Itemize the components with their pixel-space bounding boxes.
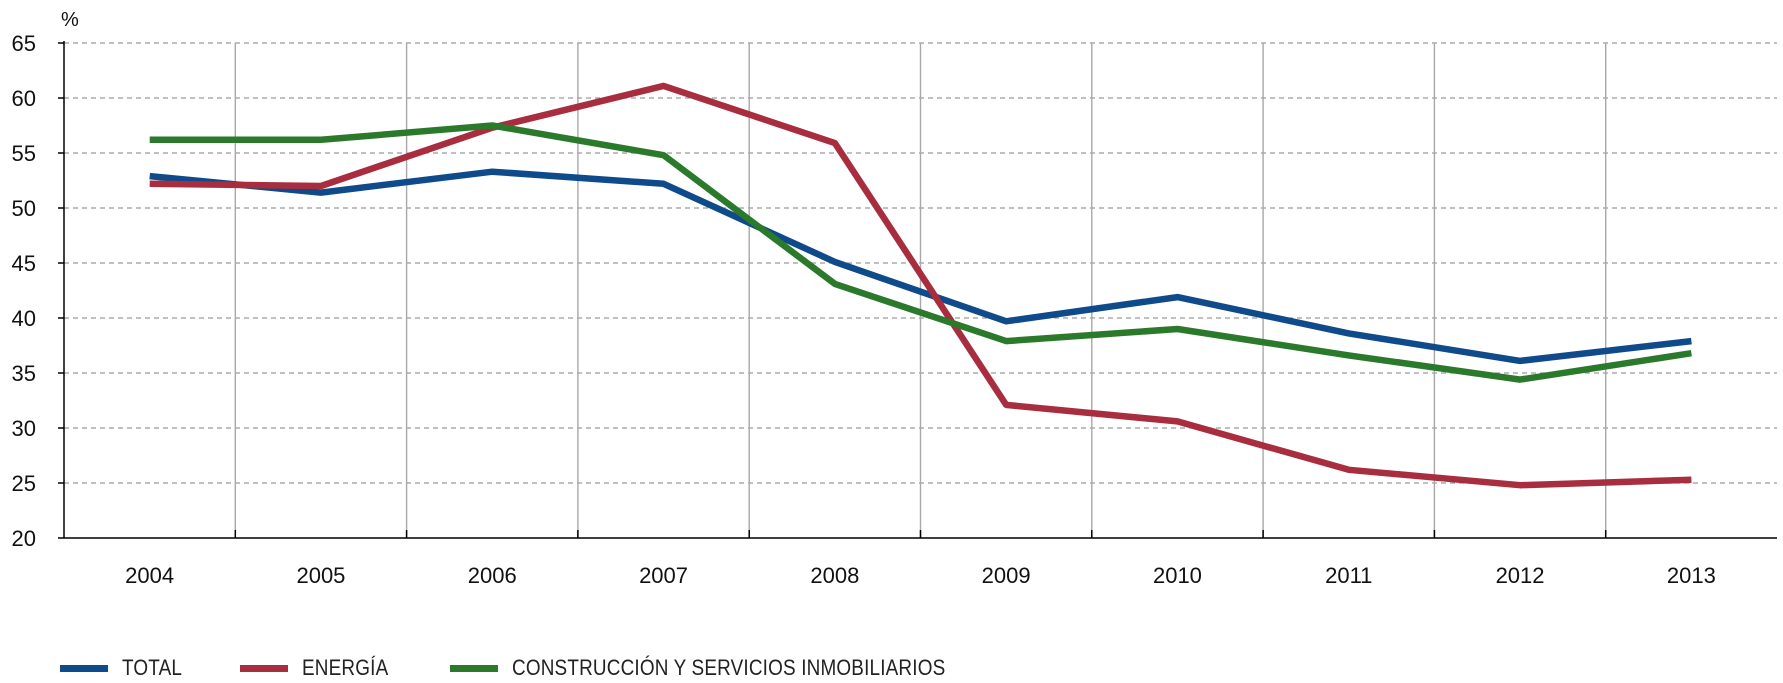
legend-item: CONSTRUCCIÓN Y SERVICIOS INMOBILIARIOS [450, 655, 1016, 681]
y-tick-label: 55 [12, 141, 36, 166]
series-line-0 [149, 168, 1692, 365]
legend-item: TOTAL [60, 655, 192, 681]
series-line-2 [149, 122, 1692, 383]
legend-item: ENERGÍA [239, 655, 402, 681]
legend: TOTAL ENERGÍA CONSTRUCCIÓN Y SERVICIOS INM… [60, 655, 1064, 681]
x-tick-label: 2009 [982, 563, 1031, 588]
x-tick-label: 2013 [1667, 563, 1716, 588]
y-tick-label: 25 [12, 471, 36, 496]
y-unit-label: % [61, 9, 79, 31]
legend-swatch [450, 664, 499, 672]
legend-swatch [60, 664, 108, 672]
series-line-1 [149, 82, 1692, 489]
y-tick-label: 35 [12, 361, 36, 386]
x-tick-label: 2006 [468, 563, 517, 588]
y-tick-label: 20 [12, 526, 36, 551]
y-tick-label: 45 [12, 251, 36, 276]
x-tick-label: 2012 [1496, 563, 1545, 588]
x-tick-label: 2010 [1153, 563, 1202, 588]
series-lines [149, 82, 1692, 489]
x-tick-label: 2011 [1325, 563, 1372, 588]
x-tick-label: 2007 [639, 563, 688, 588]
grid [64, 42, 1777, 538]
legend-label: ENERGÍA [301, 655, 389, 680]
y-tick-label: 30 [12, 416, 36, 441]
y-tick-label: 40 [12, 306, 36, 331]
y-tick-label: 60 [12, 86, 36, 111]
y-tick-label: 65 [12, 31, 36, 56]
x-tick-label: 2005 [296, 563, 345, 588]
y-tick-label: 50 [12, 196, 36, 221]
legend-label: TOTAL [122, 655, 183, 680]
x-tick-label: 2008 [810, 563, 859, 588]
axes [58, 41, 1777, 539]
x-tick-label: 2004 [125, 563, 174, 588]
legend-label: CONSTRUCCIÓN Y SERVICIOS INMOBILIARIOS [512, 655, 946, 680]
tick-labels: 20 25 30 35 40 45 50 55 60 65% 2004 2005 2006 2007 200… [12, 9, 1716, 588]
legend-swatch [239, 664, 288, 672]
